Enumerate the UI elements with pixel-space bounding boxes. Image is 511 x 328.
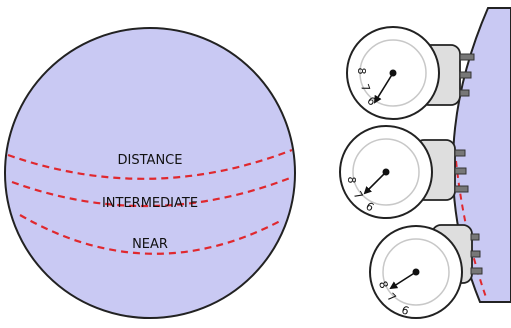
- gauge-pin: [459, 53, 475, 61]
- gauge-pin: [470, 267, 483, 275]
- gauge-pivot: [412, 268, 420, 276]
- gauge-pin: [459, 71, 472, 79]
- gauge-needle: [363, 171, 387, 195]
- lens-sphere: [4, 27, 296, 319]
- gauge-pin: [470, 250, 481, 258]
- gauge-pin: [454, 149, 466, 157]
- dial-number: 7: [358, 82, 373, 93]
- zone-label-intermediate: INTERMEDIATE: [102, 196, 198, 211]
- gauge-dial-ring: [359, 39, 427, 107]
- gauge-bottom: 8 7 6: [369, 224, 483, 319]
- dial-number: 8: [345, 177, 358, 184]
- gauge-pin: [454, 167, 467, 175]
- intermediate-boundary-line: [11, 176, 291, 208]
- gauge-dial-ring: [382, 238, 450, 306]
- dial-number: 8: [376, 279, 391, 290]
- gauge-pin: [459, 89, 470, 97]
- gauge-needle: [373, 72, 394, 104]
- distance-boundary-line: [7, 148, 293, 180]
- gauge-dial-ring: [352, 138, 420, 206]
- dial-number: 8: [355, 68, 368, 75]
- gauge-pivot: [382, 168, 390, 176]
- dial-number: 6: [400, 303, 411, 318]
- gauge-pivot: [389, 69, 397, 77]
- near-boundary-line: [19, 214, 283, 255]
- lens-front-view: DISTANCE INTERMEDIATE NEAR: [4, 27, 296, 319]
- zone-label-near: NEAR: [132, 237, 168, 252]
- gauge-pin: [470, 233, 480, 241]
- gauge-needle: [389, 271, 417, 290]
- gauge-top: 8 7 6: [346, 26, 475, 120]
- gauge-pin: [454, 185, 469, 193]
- gauge-middle: 8 7 6: [339, 125, 469, 219]
- zone-label-distance: DISTANCE: [118, 153, 183, 168]
